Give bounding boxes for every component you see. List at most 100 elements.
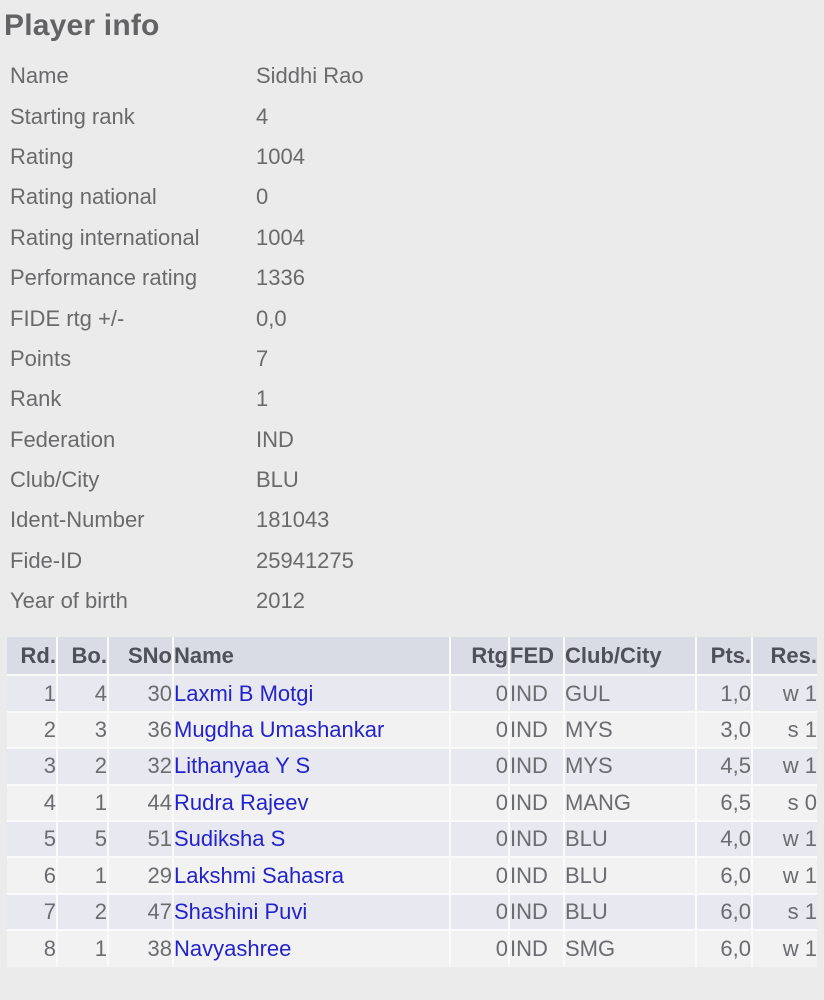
cell-fed: IND (508, 892, 565, 932)
results-header-row: Rd. Bo. SNo Name Rtg FED Club/City Pts. Res. (7, 637, 817, 677)
cell-rd: 8 (7, 929, 58, 967)
cell-rd: 5 (7, 820, 58, 859)
cell-name: Mugdha Umashankar (172, 710, 451, 750)
player-name-link[interactable]: Lithanyaa Y S (174, 753, 311, 779)
cell-fed: IND (508, 820, 565, 859)
info-label: Fide-ID (10, 547, 83, 573)
info-row: Performance rating 1336 (10, 258, 824, 298)
info-value: Siddhi Rao (256, 63, 364, 89)
info-row: Year of birth 2012 (10, 581, 824, 621)
cell-name: Lakshmi Sahasra (172, 856, 451, 895)
result-row: 3 2 32 Lithanyaa Y S 0 IND MYS 4,5 w 1 (7, 747, 817, 786)
cell-sno: 30 (107, 674, 174, 713)
cell-fed: IND (508, 710, 565, 750)
info-label: FIDE rtg +/- (10, 305, 125, 331)
player-name-link[interactable]: Navyashree (174, 935, 292, 961)
header-sno: SNo (107, 637, 174, 677)
cell-res: w 1 (751, 929, 817, 967)
header-name: Name (172, 637, 451, 677)
info-value: 25941275 (256, 547, 354, 573)
info-value: 1004 (256, 224, 305, 250)
cell-fed: IND (508, 674, 565, 713)
cell-bo: 1 (56, 783, 109, 823)
cell-club-city: MYS (563, 710, 697, 750)
cell-bo: 5 (56, 820, 109, 859)
cell-name: Navyashree (172, 929, 451, 967)
info-label: Federation (10, 426, 116, 452)
cell-club-city: BLU (563, 856, 697, 895)
result-row: 8 1 38 Navyashree 0 IND SMG 6,0 w 1 (7, 929, 817, 967)
info-row: Ident-Number 181043 (10, 500, 824, 540)
cell-rd: 7 (7, 892, 58, 932)
cell-res: w 1 (751, 856, 817, 895)
cell-rd: 3 (7, 747, 58, 786)
info-label: Club/City (10, 467, 100, 493)
player-name-link[interactable]: Mugdha Umashankar (174, 717, 385, 743)
cell-fed: IND (508, 747, 565, 786)
info-value: 7 (256, 345, 269, 371)
info-value: BLU (256, 467, 299, 493)
cell-rd: 4 (7, 783, 58, 823)
cell-res: s 1 (751, 892, 817, 932)
cell-res: s 0 (751, 783, 817, 823)
info-row: Name Siddhi Rao (10, 56, 824, 96)
info-row: Federation IND (10, 420, 824, 460)
cell-bo: 3 (56, 710, 109, 750)
info-row: Rating 1004 (10, 137, 824, 177)
cell-pts: 6,0 (695, 929, 753, 967)
cell-rtg: 0 (449, 892, 510, 932)
info-row: Rating national 0 (10, 177, 824, 217)
header-club-city: Club/City (563, 637, 697, 677)
player-name-link[interactable]: Lakshmi Sahasra (174, 862, 344, 888)
header-res: Res. (751, 637, 817, 677)
cell-pts: 6,5 (695, 783, 753, 823)
cell-club-city: MANG (563, 783, 697, 823)
player-name-link[interactable]: Rudra Rajeev (174, 789, 309, 815)
info-label: Rating international (10, 224, 200, 250)
info-label: Ident-Number (10, 507, 145, 533)
cell-rtg: 0 (449, 856, 510, 895)
cell-res: s 1 (751, 710, 817, 750)
cell-bo: 4 (56, 674, 109, 713)
cell-bo: 2 (56, 892, 109, 932)
header-pts: Pts. (695, 637, 753, 677)
cell-rtg: 0 (449, 674, 510, 713)
cell-rtg: 0 (449, 710, 510, 750)
info-value: 0,0 (256, 305, 287, 331)
cell-fed: IND (508, 783, 565, 823)
info-value: IND (256, 426, 294, 452)
cell-fed: IND (508, 929, 565, 967)
result-row: 1 4 30 Laxmi B Motgi 0 IND GUL 1,0 w 1 (7, 674, 817, 713)
cell-bo: 1 (56, 929, 109, 967)
player-name-link[interactable]: Shashini Puvi (174, 899, 308, 924)
cell-name: Sudiksha S (172, 820, 451, 859)
cell-pts: 4,5 (695, 747, 753, 786)
player-info-page: Player info Name Siddhi Rao Starting ran… (4, 9, 824, 967)
info-value: 0 (256, 184, 269, 210)
cell-pts: 4,0 (695, 820, 753, 859)
info-row: Rank 1 (10, 379, 824, 419)
cell-res: w 1 (751, 747, 817, 786)
info-label: Rating (10, 143, 74, 169)
cell-name: Shashini Puvi (172, 892, 451, 932)
info-label: Performance rating (10, 265, 198, 291)
info-label: Year of birth (10, 588, 128, 614)
cell-res: w 1 (751, 674, 817, 713)
player-name-link[interactable]: Laxmi B Motgi (174, 680, 314, 706)
result-row: 7 2 47 Shashini Puvi 0 IND BLU 6,0 s 1 (7, 892, 817, 932)
cell-rtg: 0 (449, 783, 510, 823)
cell-rtg: 0 (449, 820, 510, 859)
result-row: 2 3 36 Mugdha Umashankar 0 IND MYS 3,0 s 1 (7, 710, 817, 750)
player-info-list: Name Siddhi Rao Starting rank 4 Rating 1… (10, 56, 824, 621)
cell-club-city: SMG (563, 929, 697, 967)
cell-pts: 6,0 (695, 892, 753, 932)
result-row: 5 5 51 Sudiksha S 0 IND BLU 4,0 w 1 (7, 820, 817, 859)
cell-name: Rudra Rajeev (172, 783, 451, 823)
cell-rd: 1 (7, 674, 58, 713)
header-fed: FED (508, 637, 565, 677)
cell-name: Laxmi B Motgi (172, 674, 451, 713)
player-name-link[interactable]: Sudiksha S (174, 826, 286, 852)
cell-bo: 1 (56, 856, 109, 895)
info-value: 1 (256, 386, 269, 412)
info-value: 1004 (256, 143, 305, 169)
